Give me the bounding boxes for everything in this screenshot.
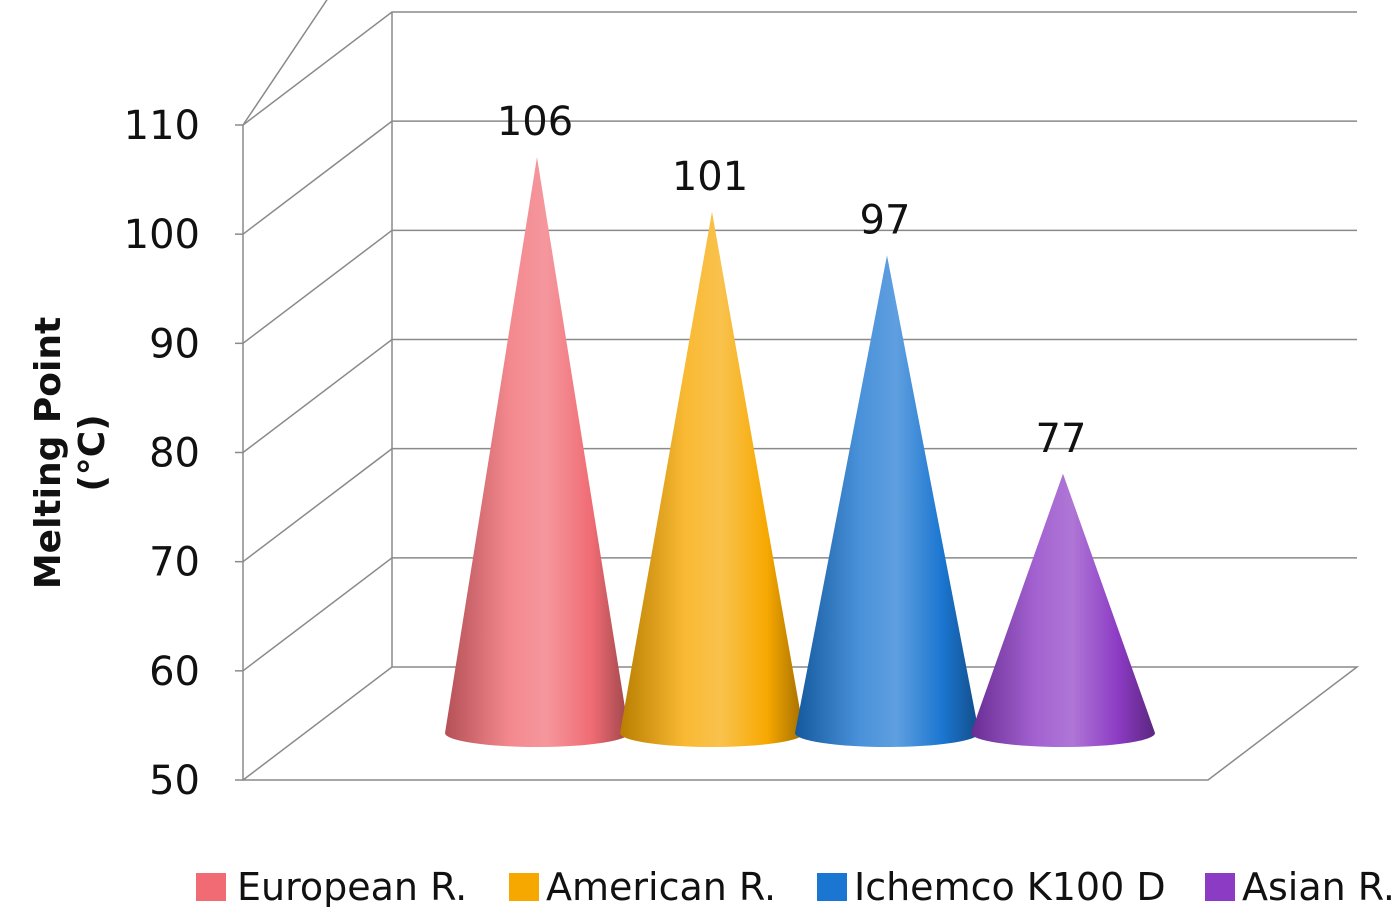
gridline-110 <box>242 11 1357 126</box>
cone-american-r- <box>620 211 804 747</box>
gridline-100 <box>242 120 1357 235</box>
y-tick-label-80: 80 <box>149 431 200 477</box>
legend-label-4: Asian R. <box>1242 865 1395 907</box>
data-label-4: 77 <box>1036 416 1087 462</box>
cone-asian-r- <box>971 473 1155 747</box>
y-axis-title-line-1: Melting Point <box>28 317 69 589</box>
cone-ichemco-k100-d <box>795 255 979 747</box>
cone-european-r- <box>445 157 629 747</box>
legend-label-1: European R. <box>237 865 467 907</box>
data-label-3: 97 <box>860 197 911 243</box>
chart-walls <box>240 12 1360 781</box>
y-tick-label-70: 70 <box>149 540 200 586</box>
y-tick-label-110: 110 <box>124 103 200 149</box>
gridline-70 <box>242 447 1357 563</box>
y-axis: 50 60 70 80 90 100 110 <box>124 103 243 804</box>
legend-label-2: American R. <box>546 865 776 907</box>
cone-series <box>445 157 1155 747</box>
data-label-1: 106 <box>497 99 573 145</box>
data-label-2: 101 <box>672 154 748 200</box>
y-axis-title: Melting Point(°C) <box>28 317 113 589</box>
legend: European R. American R. Ichemco K100 D Asia… <box>196 865 1395 909</box>
gridline-90 <box>242 229 1357 344</box>
y-tick-label-90: 90 <box>149 321 200 367</box>
y-tick-label-50: 50 <box>149 758 200 804</box>
wall-top-line <box>242 0 328 126</box>
data-labels: 106 101 97 77 <box>497 99 1087 462</box>
legend-swatch-3 <box>817 873 847 901</box>
gridline-60 <box>242 557 1357 672</box>
y-tick-label-60: 60 <box>149 649 200 695</box>
y-tick-label-100: 100 <box>124 212 200 258</box>
gridline-80 <box>242 338 1357 454</box>
legend-swatch-1 <box>196 873 226 901</box>
y-axis-title-line-2: (°C) <box>72 414 113 491</box>
legend-swatch-4 <box>1205 873 1235 901</box>
gridlines <box>242 0 1357 672</box>
legend-swatch-2 <box>509 873 539 901</box>
legend-label-3: Ichemco K100 D <box>854 865 1166 907</box>
y-axis-title-text: Melting Point(°C) <box>28 317 113 589</box>
chart-floor <box>240 666 1360 781</box>
